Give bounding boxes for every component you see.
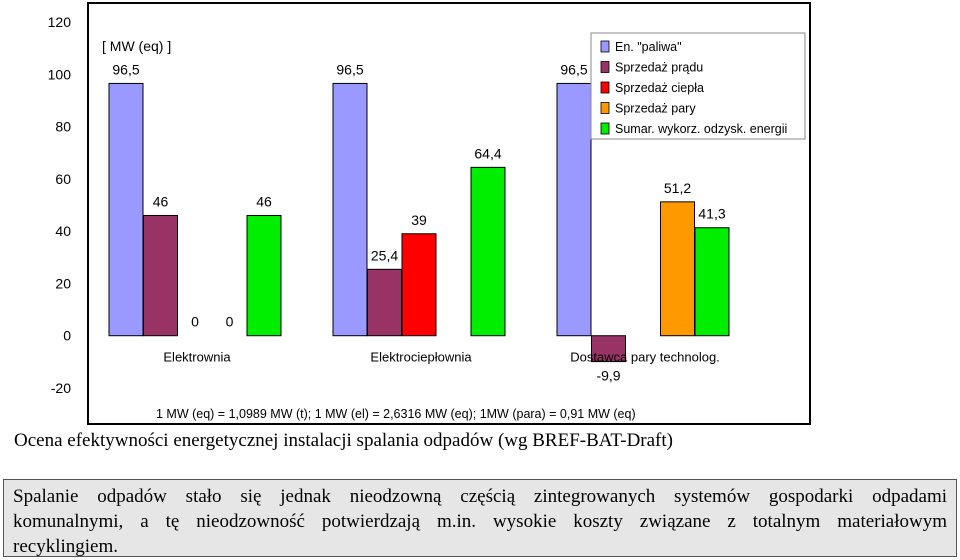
bar [108,82,144,337]
data-label: -9,9 [596,368,620,384]
legend-label: Sprzedaż pary [615,102,696,116]
chart-caption: Ocena efektywności energetycznej instala… [14,430,673,451]
chart-plot: [ MW (eq) ] 96,5 96,5 96,5 46 25,4 -9,9 0 39 0 51,… [102,32,806,421]
legend: En. "paliwa" Sprzedaż prądu Sprzedaż ciepł… [590,32,806,140]
data-label: 51,2 [664,180,691,196]
legend-swatch [600,61,610,73]
y-tick-label: 20 [55,275,71,291]
category-label: Elektrociepłownia [370,350,472,365]
y-tick-label: -20 [51,380,71,396]
chart-frame: [ MW (eq) ] 96,5 96,5 96,5 46 25,4 -9,9 0 39 0 51,… [87,2,811,425]
y-tick-label: 40 [55,223,71,239]
data-label: 25,4 [371,247,398,263]
legend-swatch [600,40,610,53]
y-tick-label: 80 [55,119,71,135]
note-line-2: komunalnymi, a tę nieodzowność potwierdz… [13,511,947,532]
legend-box [590,32,806,140]
bar [556,82,592,337]
bar [367,268,402,337]
legend-label: Sprzedaż ciepła [615,81,704,95]
data-label: 0 [226,314,234,330]
bar [401,233,437,337]
data-label: 46 [256,193,272,209]
data-label: 96,5 [112,61,139,77]
legend-swatch [600,122,610,135]
bar [660,201,695,337]
y-tick-label: 100 [48,66,72,82]
y-tick-label: 60 [55,171,71,187]
data-label: 0 [191,314,199,330]
y-tick-label: 0 [63,328,71,344]
bar [143,214,178,337]
bar [470,166,506,337]
y-tick-label: 120 [48,14,72,30]
data-label: 41,3 [698,206,725,222]
category-label: Dostawca pary technolog. [570,350,720,365]
data-label: 96,5 [560,61,587,77]
legend-label: Sumar. wykorz. odzysk. energii [615,122,787,136]
bar [246,214,282,337]
data-label: 39 [411,212,427,228]
y-axis: -20 0 20 40 60 80 100 120 [48,14,72,396]
legend-swatch [600,102,610,114]
unit-label: [ MW (eq) ] [102,38,171,54]
legend-label: Sprzedaż prądu [615,61,703,75]
legend-label: En. "paliwa" [615,40,682,54]
note-box: Spalanie odpadów stało się jednak nieodz… [3,479,957,557]
bar [332,82,368,337]
category-label: Elektrownia [163,350,231,365]
note-line-1: Spalanie odpadów stało się jednak nieodz… [13,486,947,507]
legend-swatch [600,81,610,94]
data-label: 64,4 [474,145,501,161]
bar [591,335,626,363]
data-label: 96,5 [336,61,363,77]
bar [694,227,730,337]
data-label: 46 [153,193,169,209]
note-line-3: recyklingiem. [13,536,118,557]
conversion-footnote: 1 MW (eq) = 1,0989 MW (t); 1 MW (el) = 2… [156,407,636,421]
